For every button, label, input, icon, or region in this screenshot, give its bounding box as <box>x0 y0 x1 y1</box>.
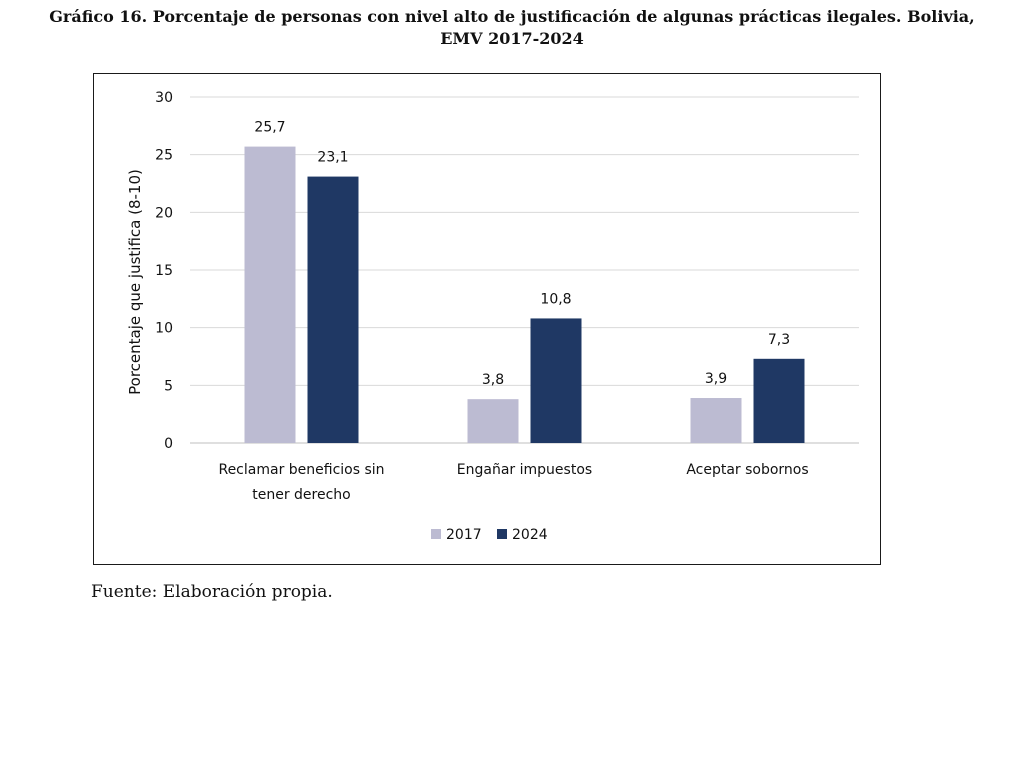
y-axis-label: Porcentaje que justifica (8-10) <box>126 169 144 395</box>
bar-2024-cat-0 <box>307 176 359 443</box>
bar-2017-cat-0 <box>244 146 296 443</box>
legend-swatch-2024 <box>497 529 507 539</box>
x-tick-label-0-line-0: Reclamar beneficios sin <box>218 462 384 478</box>
x-tick-label-0-line-1: tener derecho <box>252 487 351 503</box>
bar-2017-cat-1 <box>467 399 519 443</box>
y-tick-label-5: 5 <box>164 378 173 394</box>
x-tick-label-1-line-0: Engañar impuestos <box>457 462 592 478</box>
source-note: Fuente: Elaboración propia. <box>91 582 333 602</box>
y-tick-label-30: 30 <box>155 90 173 106</box>
y-tick-label-20: 20 <box>155 205 173 221</box>
y-tick-label-10: 10 <box>155 321 173 337</box>
y-tick-label-25: 25 <box>155 148 173 164</box>
chart-title-line-1: Gráfico 16. Porcentaje de personas con n… <box>49 7 975 26</box>
x-tick-label-2-line-0: Aceptar sobornos <box>686 462 808 478</box>
data-label-2024-cat-0: 23,1 <box>317 150 348 166</box>
data-label-2024-cat-2: 7,3 <box>768 332 790 348</box>
y-tick-label-0: 0 <box>164 436 173 452</box>
data-label-2017-cat-2: 3,9 <box>705 371 727 387</box>
legend-swatch-2017 <box>431 529 441 539</box>
chart-title: Gráfico 16. Porcentaje de personas con n… <box>0 6 1024 50</box>
legend-label-2024: 2024 <box>512 527 548 543</box>
chart-frame: 0 5 10 15 20 25 30 Porcentaje que justifica (8-… <box>93 73 881 565</box>
bar-2017-cat-2 <box>690 398 742 443</box>
data-label-2017-cat-0: 25,7 <box>254 120 285 136</box>
chart-title-line-2: EMV 2017-2024 <box>440 29 584 48</box>
bar-2024-cat-1 <box>530 318 582 443</box>
bar-2024-cat-2 <box>753 358 805 443</box>
data-label-2017-cat-1: 3,8 <box>482 372 504 388</box>
data-label-2024-cat-1: 10,8 <box>540 291 571 307</box>
legend-label-2017: 2017 <box>446 527 482 543</box>
bar-chart: 0 5 10 15 20 25 30 Porcentaje que justifica (8-… <box>126 90 859 543</box>
y-tick-label-15: 15 <box>155 263 173 279</box>
